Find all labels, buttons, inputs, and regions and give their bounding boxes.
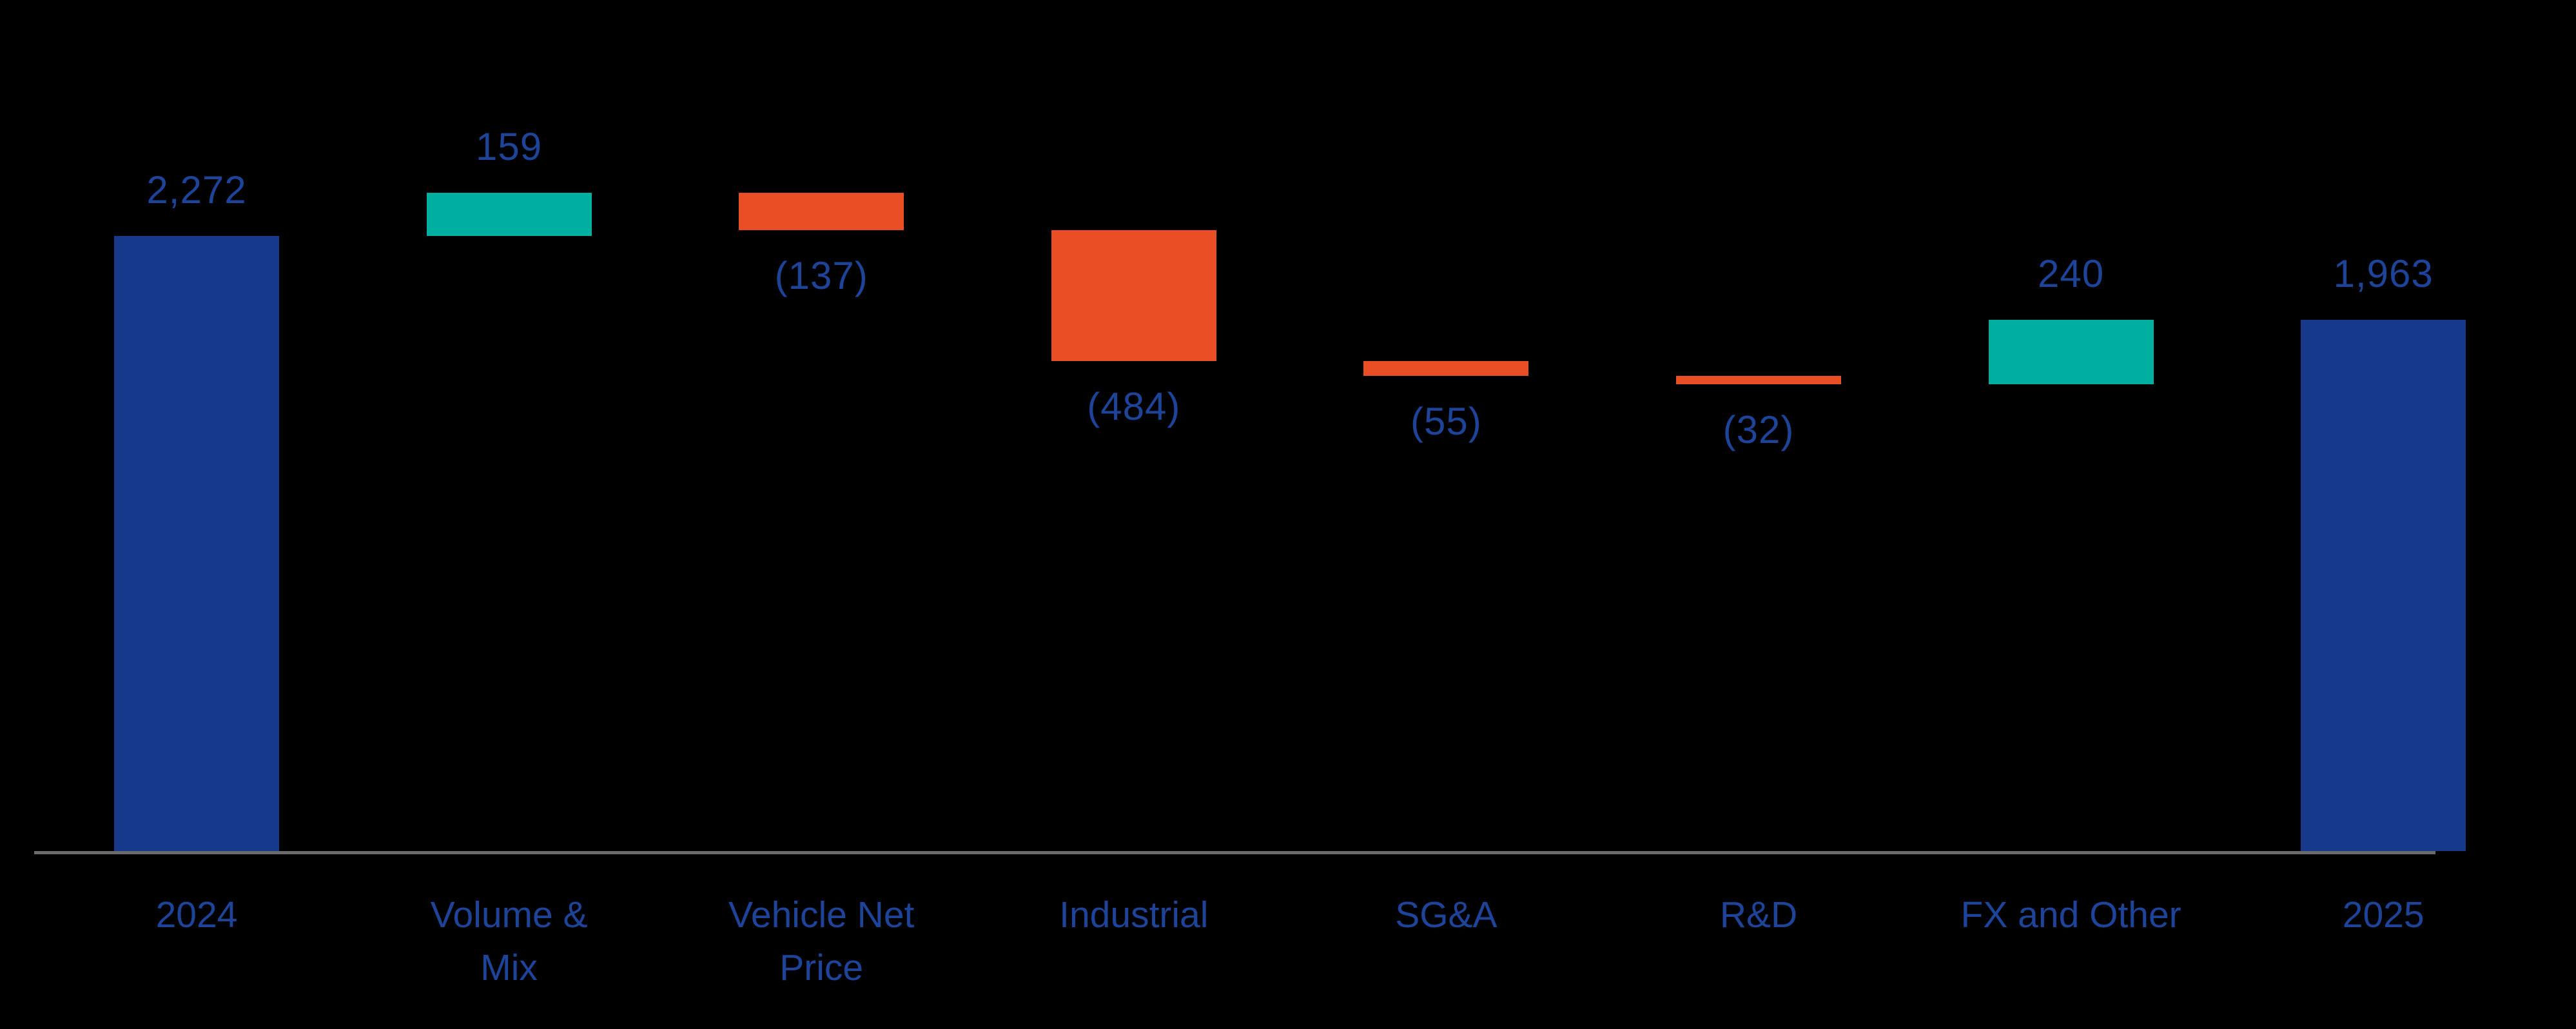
value-label-industrial: (484) (1087, 384, 1181, 428)
category-label-vehicle-net-price: Vehicle Net Price (654, 888, 989, 994)
bar-industrial (1051, 230, 1216, 361)
category-label-line: 2025 (2342, 894, 2425, 936)
category-label-r-d: R&D (1591, 888, 1926, 941)
category-label-line: R&D (1719, 894, 1798, 936)
bar-2025 (2301, 319, 2466, 851)
category-label-industrial: Industrial (966, 888, 1302, 941)
value-label-2025: 1,963 (2333, 251, 2434, 295)
bar-2024 (114, 235, 279, 851)
bar-vehicle-net-price (739, 192, 904, 230)
category-label-line: Vehicle Net (728, 894, 915, 936)
category-label-line: 2024 (155, 894, 238, 936)
x-axis-line (34, 851, 2435, 854)
category-label-volume-mix: Volume & Mix (342, 888, 677, 994)
category-label-line: Price (779, 947, 864, 988)
bar-volume-mix (426, 192, 592, 236)
bar-fx-and-other (1988, 319, 2154, 385)
category-label-sg-a: SG&A (1278, 888, 1614, 941)
category-label-line: Industrial (1059, 894, 1209, 936)
category-label-fx-and-other: FX and Other (1904, 888, 2239, 941)
bar-sg-a (1363, 360, 1529, 376)
category-label-line: Volume & (430, 894, 588, 936)
category-label-line: SG&A (1395, 894, 1498, 936)
value-label-volume-mix: 159 (476, 124, 543, 168)
value-label-vehicle-net-price: (137) (774, 253, 868, 297)
value-label-2024: 2,272 (146, 168, 247, 211)
category-label-2024: 2024 (29, 888, 364, 941)
bar-r-d (1676, 375, 1841, 385)
category-label-2025: 2025 (2216, 888, 2551, 941)
value-label-r-d: (32) (1722, 408, 1795, 452)
category-label-line: FX and Other (1960, 894, 2181, 936)
value-label-sg-a: (55) (1410, 399, 1482, 443)
category-label-line: Mix (480, 947, 538, 988)
value-label-fx-and-other: 240 (2038, 251, 2105, 295)
